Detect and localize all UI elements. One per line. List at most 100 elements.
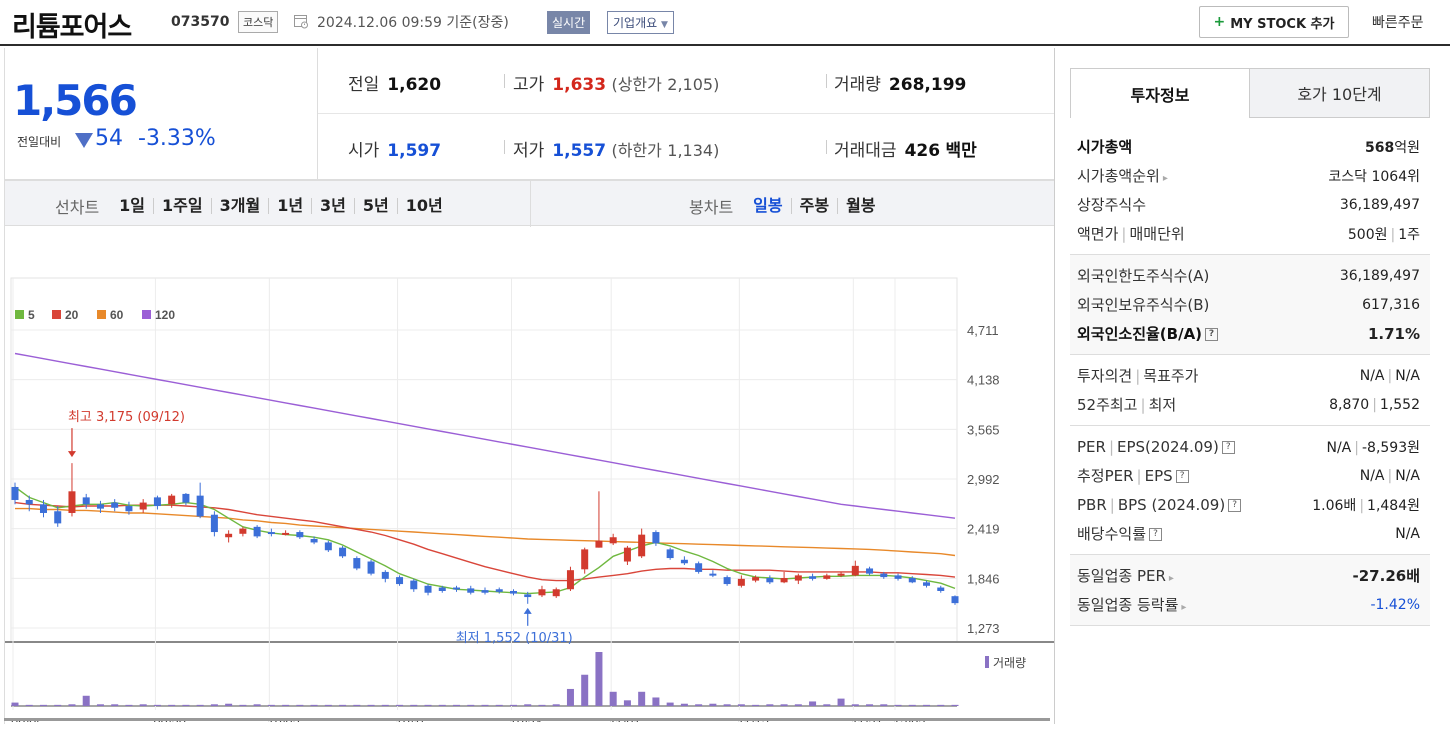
volume-bar (509, 704, 517, 706)
volume-bar (282, 704, 290, 706)
help-icon[interactable]: ? (1205, 328, 1219, 341)
info-label: 외국인한도주식수(A) (1077, 267, 1210, 285)
bps-value: 1,484원 (1367, 497, 1420, 514)
info-value: N/A | N/A (1360, 468, 1420, 484)
lower-limit-value: 1,134) (667, 141, 720, 160)
help-icon[interactable]: ? (1175, 470, 1189, 483)
add-my-stock-button[interactable]: + MY STOCK 추가 (1199, 6, 1349, 38)
candle-body (695, 563, 703, 572)
info-row-foreign-hold: 외국인보유주식수(B) 617,316 (1070, 290, 1430, 319)
info-label: 액면가 | 매매단위 (1077, 223, 1185, 244)
stat-high: 고가 1,633 (상한가 2,105) (513, 70, 719, 95)
realtime-button[interactable]: 실시간 (547, 11, 591, 34)
help-icon[interactable]: ? (1228, 498, 1242, 512)
calendar-icon (294, 15, 308, 29)
period-3y[interactable]: 3년 (311, 198, 354, 214)
candle-body (481, 590, 489, 593)
info-label: 시가총액 (1077, 138, 1133, 156)
tab-investment-info[interactable]: 투자정보 (1070, 68, 1250, 118)
low-arrow-head (523, 607, 532, 614)
info-row-face-value: 액면가 | 매매단위 500원 | 1주 (1070, 219, 1430, 248)
divider (504, 140, 505, 154)
candle-daily[interactable]: 일봉 (753, 196, 783, 215)
candle-body (410, 580, 418, 590)
company-overview-label: 기업개요 (613, 16, 658, 30)
stock-header: 리튬포어스 073570 코스닥 2024.12.06 09:59 기준(장중)… (0, 0, 1450, 46)
volume-bar (467, 704, 475, 706)
candle-body (267, 532, 275, 535)
face-value: 500원 (1347, 226, 1388, 243)
divider: | (1387, 467, 1393, 484)
candle-body (837, 573, 845, 576)
volume-bar (111, 704, 119, 706)
candlestick-chart: 4,7114,1383,5652,9922,4191,8461,27309/06… (5, 277, 1055, 729)
price-stats: 전일 1,620 고가 1,633 (상한가 2,105) 거래량 268,199 시… (318, 48, 1055, 180)
candle-body (225, 533, 233, 538)
stat-value: 1,633 (552, 75, 607, 95)
divider: | (1387, 367, 1393, 384)
quick-order-link[interactable]: 빠른주문 (1372, 15, 1424, 31)
company-overview-dropdown[interactable]: 기업개요 ▼ (607, 11, 674, 34)
tab-order-book[interactable]: 호가 10단계 (1249, 68, 1430, 118)
period-10y[interactable]: 10년 (396, 198, 451, 214)
candle-body (396, 577, 404, 585)
volume-bar (638, 691, 646, 706)
section-valuation: PER | EPS(2024.09)? N/A | -8,593원 추정PER | EPS?… (1070, 426, 1430, 555)
volume-bar (552, 704, 560, 706)
period-5y[interactable]: 5년 (353, 198, 397, 214)
volume-legend-swatch (985, 656, 989, 668)
help-icon[interactable]: ? (1221, 440, 1235, 454)
info-value: 568억원 (1365, 137, 1420, 157)
info-value: 500원 | 1주 (1348, 224, 1420, 244)
volume-bar (11, 702, 19, 706)
legend-swatch (97, 310, 106, 319)
period-selector: 선차트 1일 1주일 3개월 1년 3년 5년 10년 봉차트 일봉 주봉 월봉 (5, 180, 1055, 227)
volume-bar (339, 704, 347, 706)
period-1y[interactable]: 1년 (268, 198, 311, 214)
candle-weekly[interactable]: 주봉 (790, 198, 837, 214)
volume-bar (196, 704, 204, 706)
investment-info-panel: 투자정보 호가 10단계 시가총액 568억원 시가총액순위 ▸ 코스닥 1064… (1054, 48, 1450, 724)
info-label: 동일업종 등락률 ▸ (1077, 594, 1186, 615)
period-3m[interactable]: 3개월 (210, 198, 269, 214)
candle-body (182, 493, 190, 503)
help-icon[interactable]: ? (1149, 528, 1163, 541)
period-1d[interactable]: 1일 (119, 196, 146, 215)
volume-bar (880, 704, 888, 706)
candle-body (566, 570, 574, 590)
volume-bar (609, 691, 617, 706)
candle-body (239, 528, 247, 534)
candle-body (310, 538, 318, 543)
eper-value: N/A (1359, 467, 1385, 484)
candle-body (794, 575, 802, 581)
candle-body (581, 549, 589, 570)
candle-body (923, 582, 931, 586)
info-row-rank[interactable]: 시가총액순위 ▸ 코스닥 1064위 (1070, 161, 1430, 190)
volume-bar (894, 704, 902, 706)
opinion-value: N/A (1359, 367, 1385, 384)
period-1w[interactable]: 1주일 (153, 198, 211, 214)
candle-body (609, 537, 617, 544)
stats-row: 시가 1,597 저가 1,557 (하한가 1,134) 거래대금 426 백만 (318, 114, 1055, 180)
candle-body (54, 511, 62, 524)
candle-body (467, 588, 475, 593)
volume-bar (481, 704, 489, 706)
info-row-industry-per[interactable]: 동일업종 PER ▸ -27.26배 (1070, 561, 1430, 590)
low52-label: 최저 (1148, 396, 1177, 414)
stat-label: 저가 (513, 141, 545, 161)
section-market-cap: 시가총액 568억원 시가총액순위 ▸ 코스닥 1064위 상장주식수 36,18… (1070, 126, 1430, 255)
info-row-foreign-rate: 외국인소진율(B/A)? 1.71% (1070, 319, 1430, 348)
info-row-industry-change[interactable]: 동일업종 등락률 ▸ -1.42% (1070, 590, 1430, 619)
info-label: 투자의견 | 목표주가 (1077, 365, 1198, 386)
candle-body (737, 578, 745, 586)
volume-bar (794, 704, 802, 706)
volume-bar (438, 704, 446, 706)
market-badge: 코스닥 (238, 11, 279, 33)
volume-bar (82, 695, 90, 706)
candle-body (723, 577, 731, 585)
section-opinion: 투자의견 | 목표주가 N/A | N/A 52주최고 | 최저 8,870 | 1,552 (1070, 355, 1430, 426)
volume-bar (652, 697, 660, 706)
candle-body (424, 585, 432, 593)
candle-monthly[interactable]: 월봉 (837, 198, 883, 214)
info-value: 617,316 (1362, 296, 1420, 313)
